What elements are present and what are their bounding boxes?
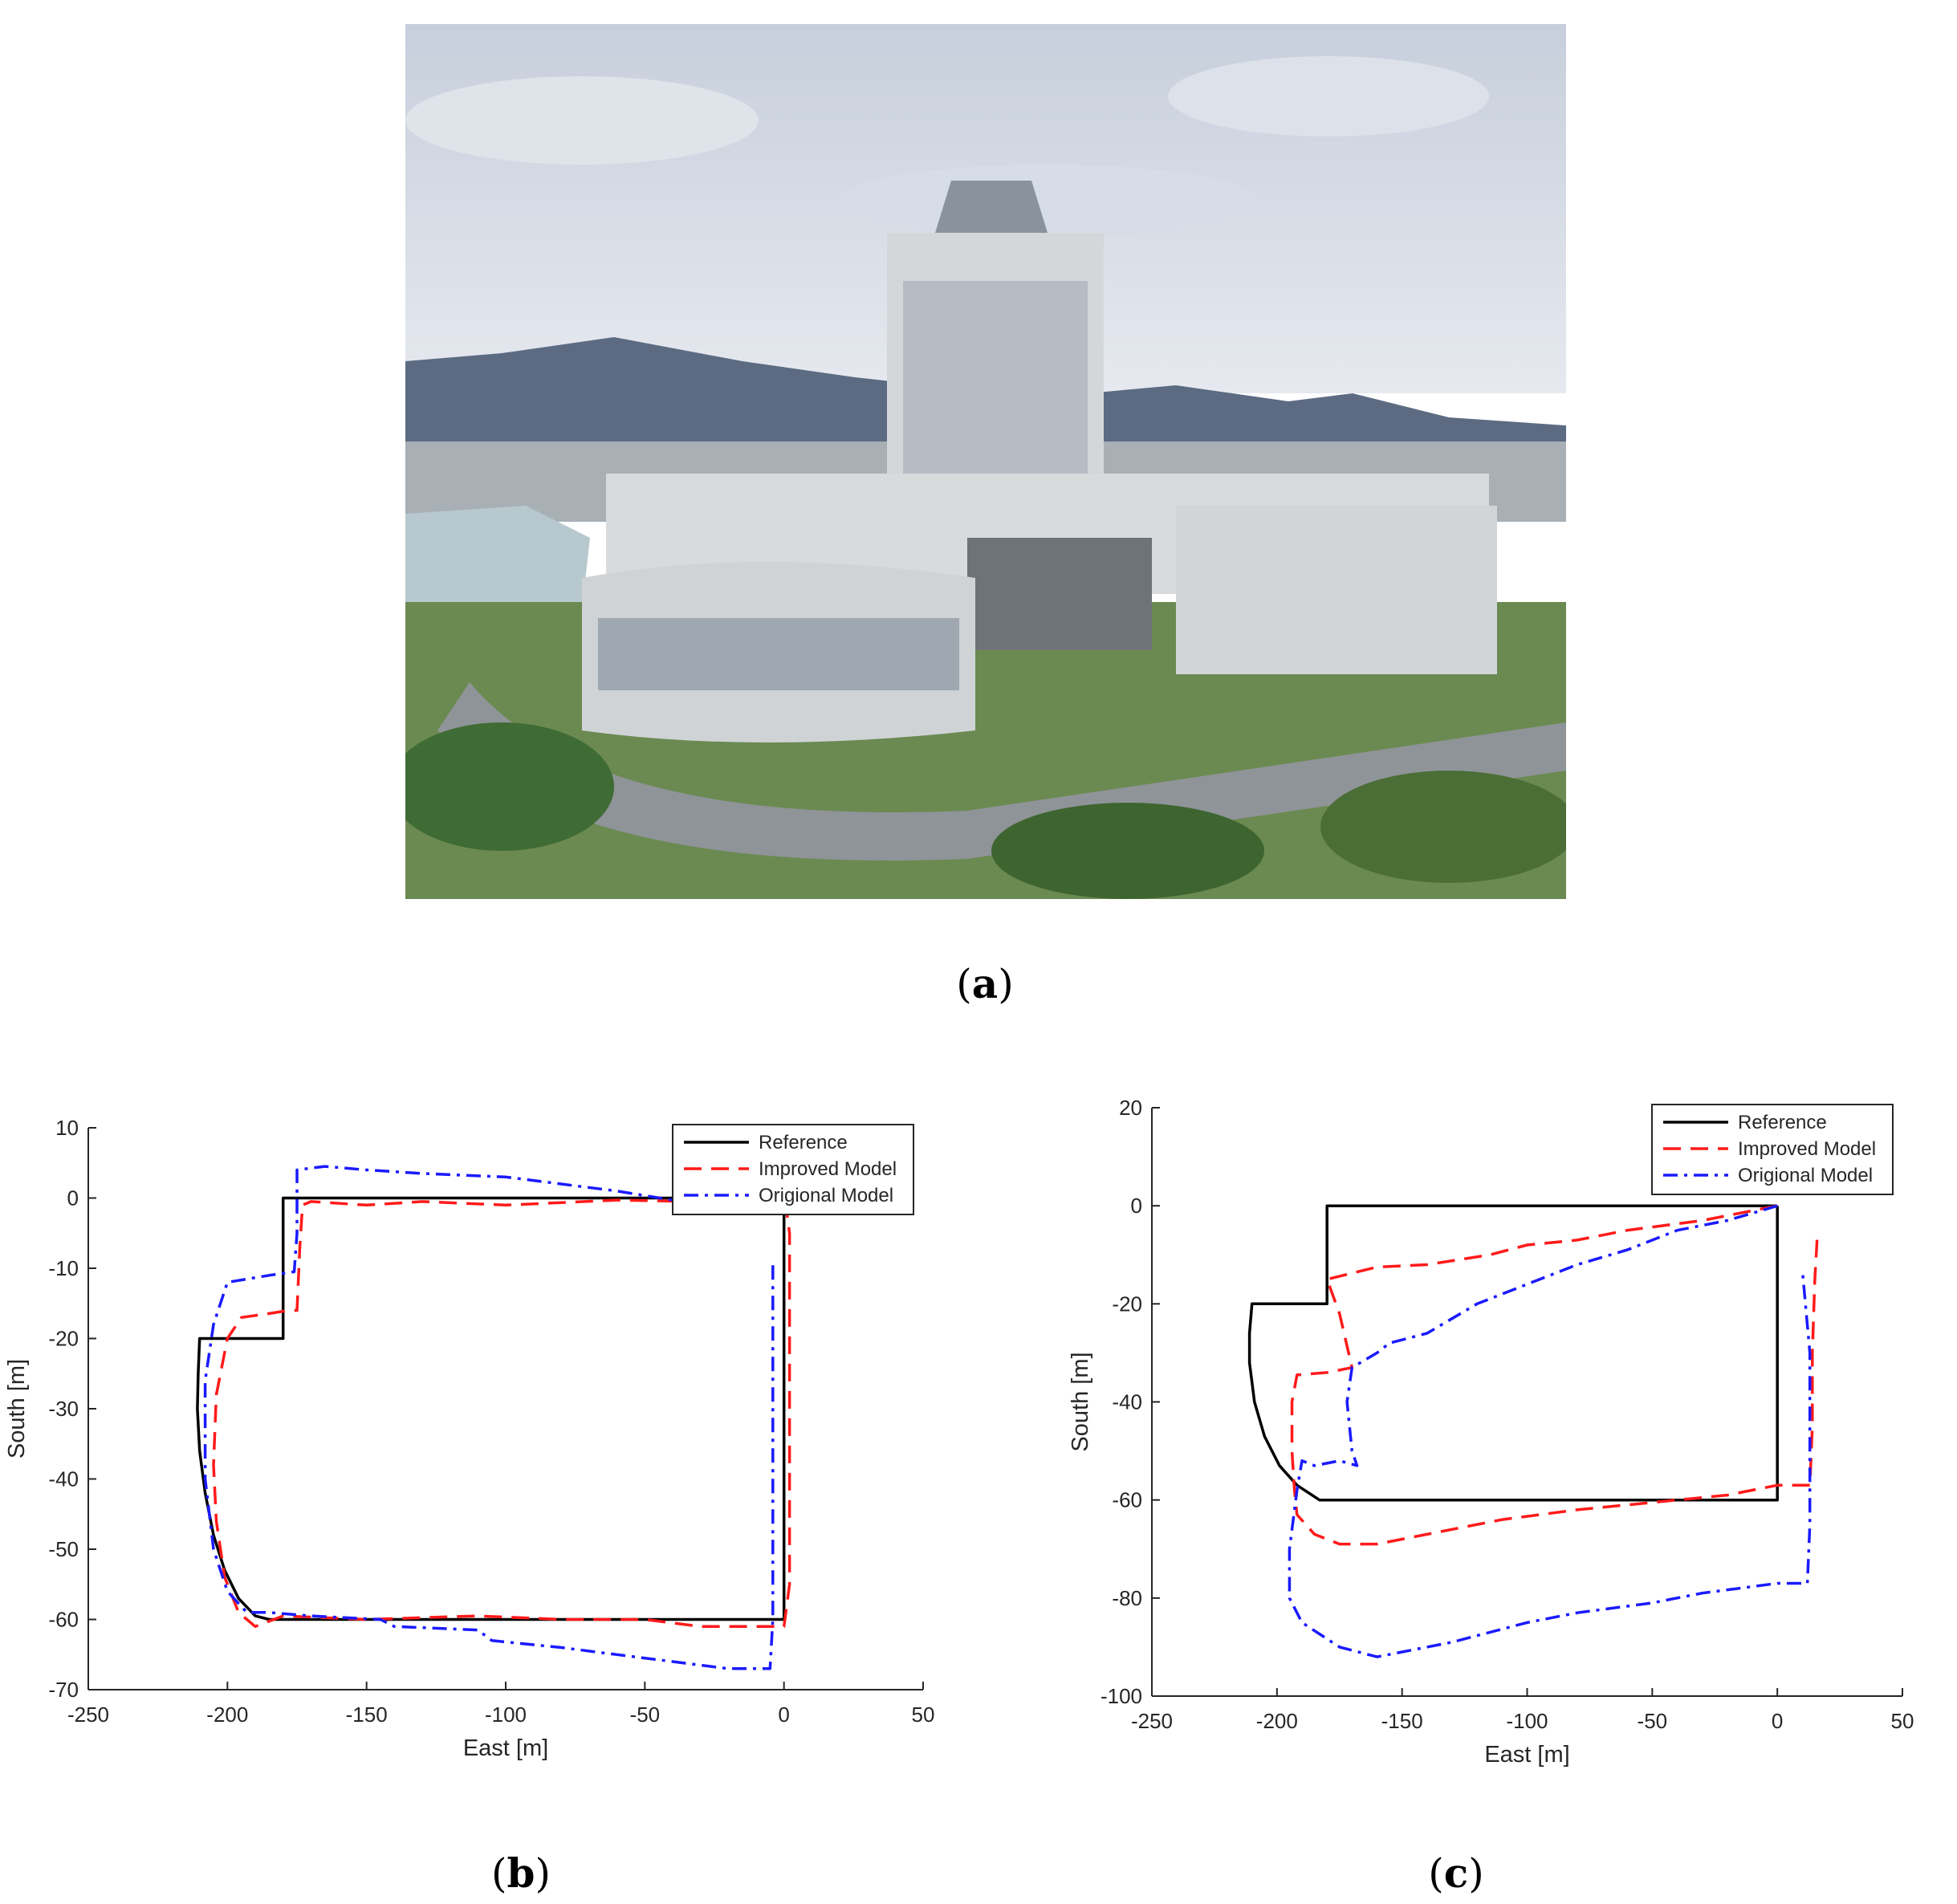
- series-line-original: [1288, 1204, 1812, 1658]
- y-tick-label: -40: [1112, 1390, 1142, 1414]
- round-building-windows: [598, 618, 959, 690]
- y-tick-label: 10: [55, 1116, 79, 1140]
- right-wing: [1176, 506, 1497, 674]
- y-tick-label: -20: [48, 1327, 79, 1351]
- y-tick-label: -70: [48, 1678, 79, 1702]
- y-tick-label: -60: [48, 1608, 79, 1632]
- aerial-campus-photo: [405, 24, 1566, 899]
- y-tick-label: -60: [1112, 1488, 1142, 1512]
- x-axis-label: East [m]: [1484, 1742, 1569, 1768]
- x-tick-label: -50: [1638, 1709, 1668, 1733]
- series-line-improved: [1290, 1204, 1819, 1546]
- caption-b: (b): [491, 1849, 551, 1897]
- legend-label-reference: Reference: [1738, 1112, 1827, 1133]
- cloud: [405, 76, 759, 165]
- series-line-improved: [212, 1196, 791, 1629]
- cloud: [1168, 56, 1489, 136]
- legend-label-reference: Reference: [759, 1132, 848, 1153]
- x-tick-label: 50: [912, 1703, 935, 1727]
- x-tick-label: 50: [1891, 1709, 1914, 1733]
- tower-roof: [935, 181, 1048, 233]
- caption-a-label: a: [971, 960, 999, 1007]
- x-tick-label: -200: [206, 1703, 248, 1727]
- series-line-original: [203, 1165, 784, 1670]
- cloud: [839, 165, 1256, 237]
- x-axis-label: East [m]: [463, 1735, 548, 1761]
- y-tick-label: -30: [48, 1397, 79, 1421]
- x-tick-label: 0: [1772, 1709, 1783, 1733]
- series-line-reference: [196, 1196, 786, 1621]
- legend-label-original: Origional Model: [759, 1185, 893, 1206]
- colonnade: [967, 538, 1152, 650]
- y-tick-label: -20: [1112, 1292, 1142, 1316]
- caption-c-label: c: [1443, 1849, 1469, 1897]
- x-tick-label: -100: [1506, 1709, 1548, 1733]
- trees: [1320, 771, 1566, 883]
- trajectory-chart-b: -250 -200 -150 -100 -50 0 50-70-60-50-40-30-20…: [4, 1116, 935, 1761]
- y-tick-label: -80: [1112, 1586, 1142, 1610]
- road: [437, 682, 1566, 860]
- x-tick-label: -250: [67, 1703, 109, 1727]
- legend-label-improved: Improved Model: [1738, 1138, 1876, 1160]
- trees: [405, 722, 614, 851]
- caption-c: (c): [1428, 1849, 1484, 1897]
- caption-a: (a): [956, 960, 1014, 1007]
- x-tick-label: -100: [485, 1703, 527, 1727]
- legend-label-improved: Improved Model: [759, 1158, 897, 1180]
- y-tick-label: 20: [1119, 1096, 1142, 1120]
- y-tick-label: -50: [48, 1537, 79, 1561]
- trajectory-chart-c: -250 -200 -150 -100 -50 0 50-100-80-60-40-2002…: [1068, 1096, 1914, 1768]
- trees: [991, 803, 1264, 899]
- y-tick-label: -100: [1101, 1684, 1142, 1708]
- caption-b-label: b: [507, 1849, 535, 1897]
- x-tick-label: 0: [778, 1703, 789, 1727]
- x-tick-label: -250: [1131, 1709, 1173, 1733]
- x-tick-label: -50: [630, 1703, 661, 1727]
- legend-label-original: Origional Model: [1738, 1165, 1873, 1186]
- series-line-reference: [1247, 1204, 1779, 1502]
- y-tick-label: -10: [48, 1256, 79, 1280]
- y-tick-label: -40: [48, 1467, 79, 1491]
- tower-windows: [903, 281, 1088, 506]
- x-tick-label: -150: [346, 1703, 388, 1727]
- y-tick-label: 0: [1131, 1194, 1142, 1218]
- x-tick-label: -200: [1256, 1709, 1298, 1733]
- y-axis-label: South [m]: [1068, 1352, 1093, 1451]
- y-tick-label: 0: [67, 1186, 79, 1210]
- y-axis-label: South [m]: [4, 1359, 30, 1459]
- x-tick-label: -150: [1381, 1709, 1423, 1733]
